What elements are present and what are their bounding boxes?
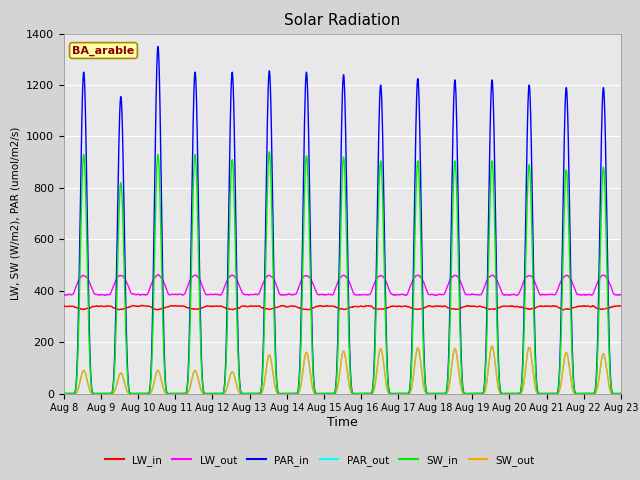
PAR_in	[154, 44, 162, 49]
LW_out	[617, 292, 625, 298]
PAR_in	[616, 391, 624, 396]
SW_in	[179, 391, 187, 396]
SW_out	[617, 391, 625, 396]
SW_in	[406, 381, 414, 387]
SW_out	[406, 389, 414, 395]
SW_out	[616, 391, 624, 396]
PAR_in	[564, 120, 572, 125]
SW_out	[179, 391, 187, 396]
PAR_out	[60, 391, 68, 396]
Title: Solar Radiation: Solar Radiation	[284, 13, 401, 28]
PAR_in	[180, 391, 188, 396]
LW_in	[397, 303, 404, 309]
SW_out	[60, 391, 68, 396]
SW_out	[564, 354, 572, 360]
SW_in	[266, 149, 273, 155]
PAR_out	[564, 354, 572, 360]
Line: PAR_in: PAR_in	[64, 47, 621, 394]
Y-axis label: LW, SW (W/m2), PAR (umol/m2/s): LW, SW (W/m2), PAR (umol/m2/s)	[11, 127, 20, 300]
LW_out	[617, 292, 625, 298]
SW_out	[216, 391, 223, 396]
PAR_out	[488, 343, 496, 349]
LW_out	[154, 272, 162, 277]
LW_out	[397, 292, 404, 298]
Text: BA_arable: BA_arable	[72, 46, 134, 56]
Line: SW_in: SW_in	[64, 152, 621, 394]
PAR_out	[179, 391, 187, 396]
LW_out	[216, 292, 223, 298]
Line: LW_out: LW_out	[64, 275, 621, 296]
PAR_out	[216, 391, 223, 396]
Line: PAR_out: PAR_out	[64, 346, 621, 394]
PAR_in	[406, 378, 414, 384]
PAR_in	[60, 391, 68, 396]
SW_out	[397, 391, 404, 396]
X-axis label: Time: Time	[327, 416, 358, 429]
SW_in	[60, 391, 68, 396]
SW_in	[216, 391, 223, 396]
LW_in	[216, 303, 223, 309]
LW_in	[564, 306, 572, 312]
PAR_in	[216, 391, 223, 396]
Line: SW_out: SW_out	[64, 346, 621, 394]
LW_in	[180, 303, 188, 309]
LW_out	[180, 292, 188, 298]
SW_in	[616, 391, 624, 396]
LW_in	[407, 305, 415, 311]
PAR_in	[617, 391, 625, 396]
LW_in	[617, 303, 625, 309]
PAR_out	[406, 389, 414, 395]
SW_out	[488, 343, 496, 349]
PAR_out	[616, 391, 624, 396]
LW_out	[564, 273, 572, 279]
PAR_out	[617, 391, 625, 396]
LW_out	[513, 293, 520, 299]
Line: LW_in: LW_in	[64, 305, 621, 310]
SW_in	[617, 391, 625, 396]
SW_in	[397, 391, 404, 396]
LW_in	[154, 307, 161, 312]
LW_out	[406, 283, 414, 288]
LW_out	[60, 292, 68, 298]
LW_in	[138, 302, 146, 308]
LW_in	[617, 303, 625, 309]
Legend: LW_in, LW_out, PAR_in, PAR_out, SW_in, SW_out: LW_in, LW_out, PAR_in, PAR_out, SW_in, S…	[101, 451, 539, 470]
SW_in	[564, 192, 572, 198]
PAR_in	[397, 391, 404, 396]
PAR_out	[397, 391, 404, 396]
LW_in	[60, 303, 68, 309]
